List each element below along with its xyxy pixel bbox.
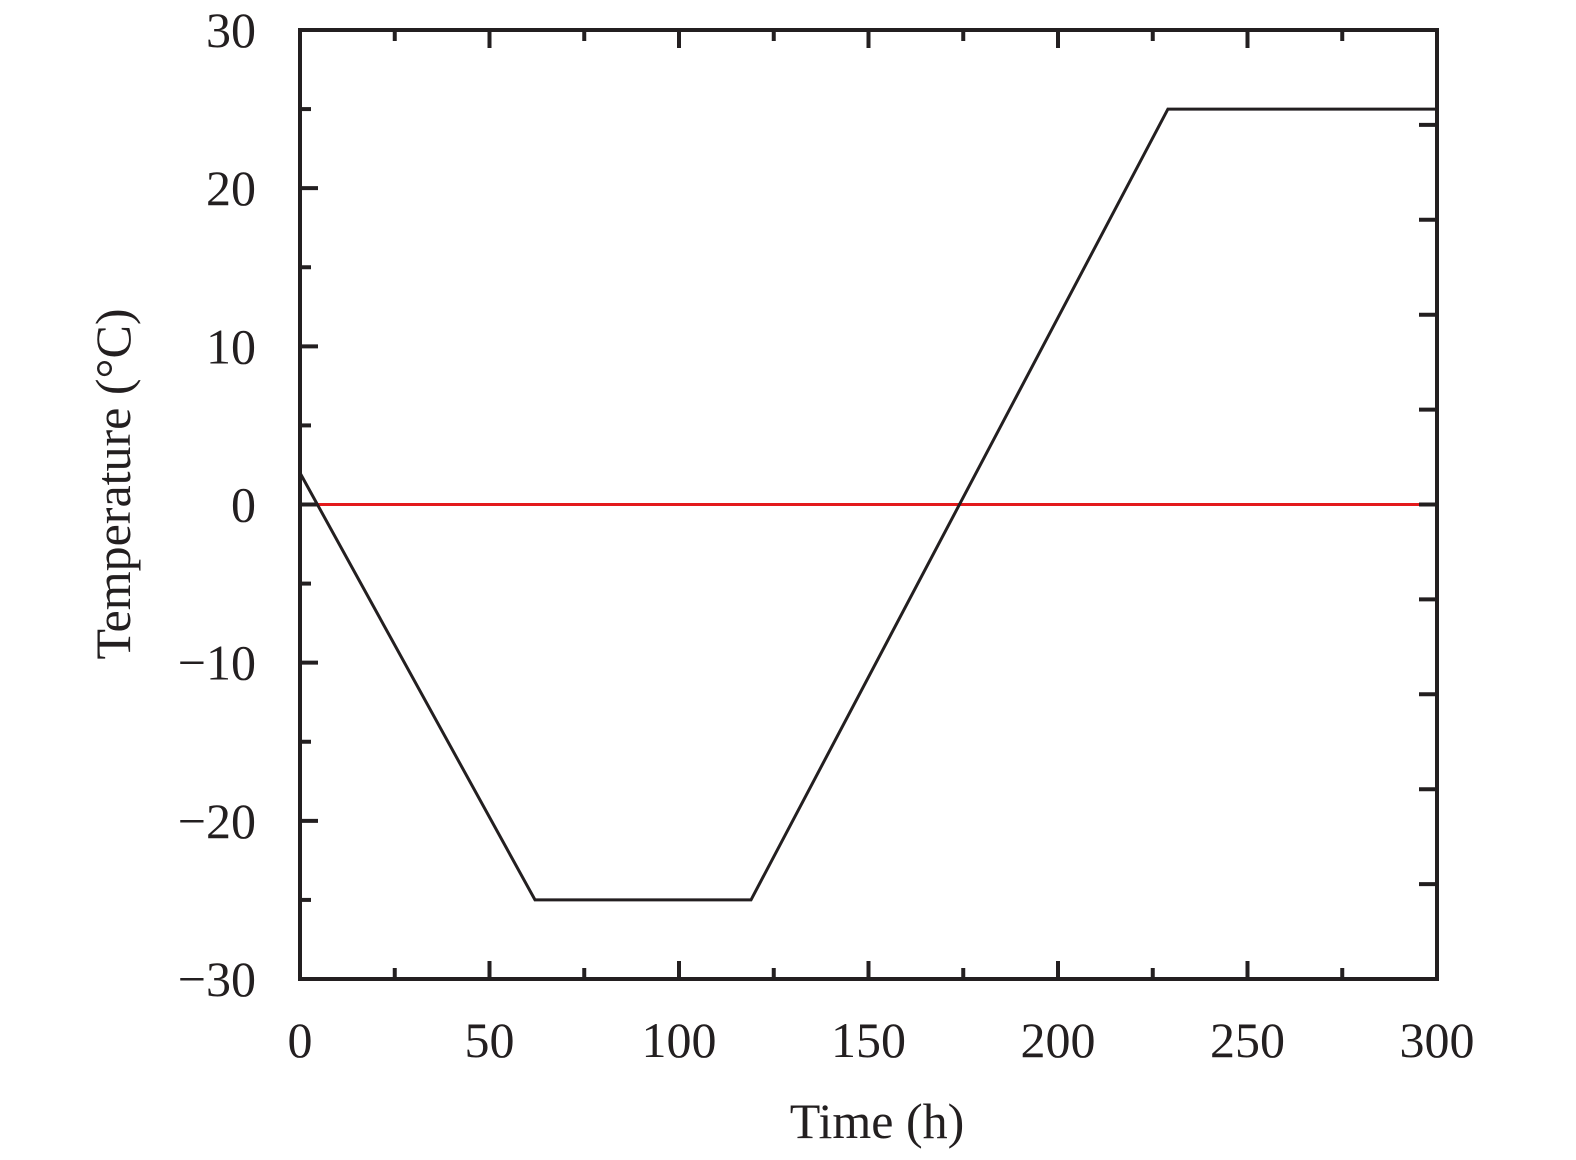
x-tick-label: 200 [1021,1012,1096,1068]
x-tick-label: 150 [831,1012,906,1068]
y-axis-title: Temperature (°C) [85,308,141,659]
x-tick-label: 250 [1210,1012,1285,1068]
y-tick-label: −20 [178,793,256,849]
x-tick-label: 100 [642,1012,717,1068]
x-tick-label: 0 [288,1012,313,1068]
plot-frame [298,28,1439,981]
ticks-layer [298,28,1439,981]
y-tick-label: 10 [206,318,256,374]
y-tick-label: −10 [178,635,256,691]
y-tick-label: −30 [178,951,256,1007]
series-line-0 [298,107,1437,902]
labels-layer: 0 50 100 150 200 250 300 −30 −20 −10 0 10 20 30 [178,2,1475,1068]
x-tick-label: 50 [465,1012,515,1068]
y-tick-label: 0 [231,477,256,533]
y-tick-label: 30 [206,2,256,58]
x-axis-title: Time (h) [790,1093,965,1149]
series-layer [298,107,1437,902]
y-tick-label: 20 [206,160,256,216]
x-tick-label: 300 [1400,1012,1475,1068]
